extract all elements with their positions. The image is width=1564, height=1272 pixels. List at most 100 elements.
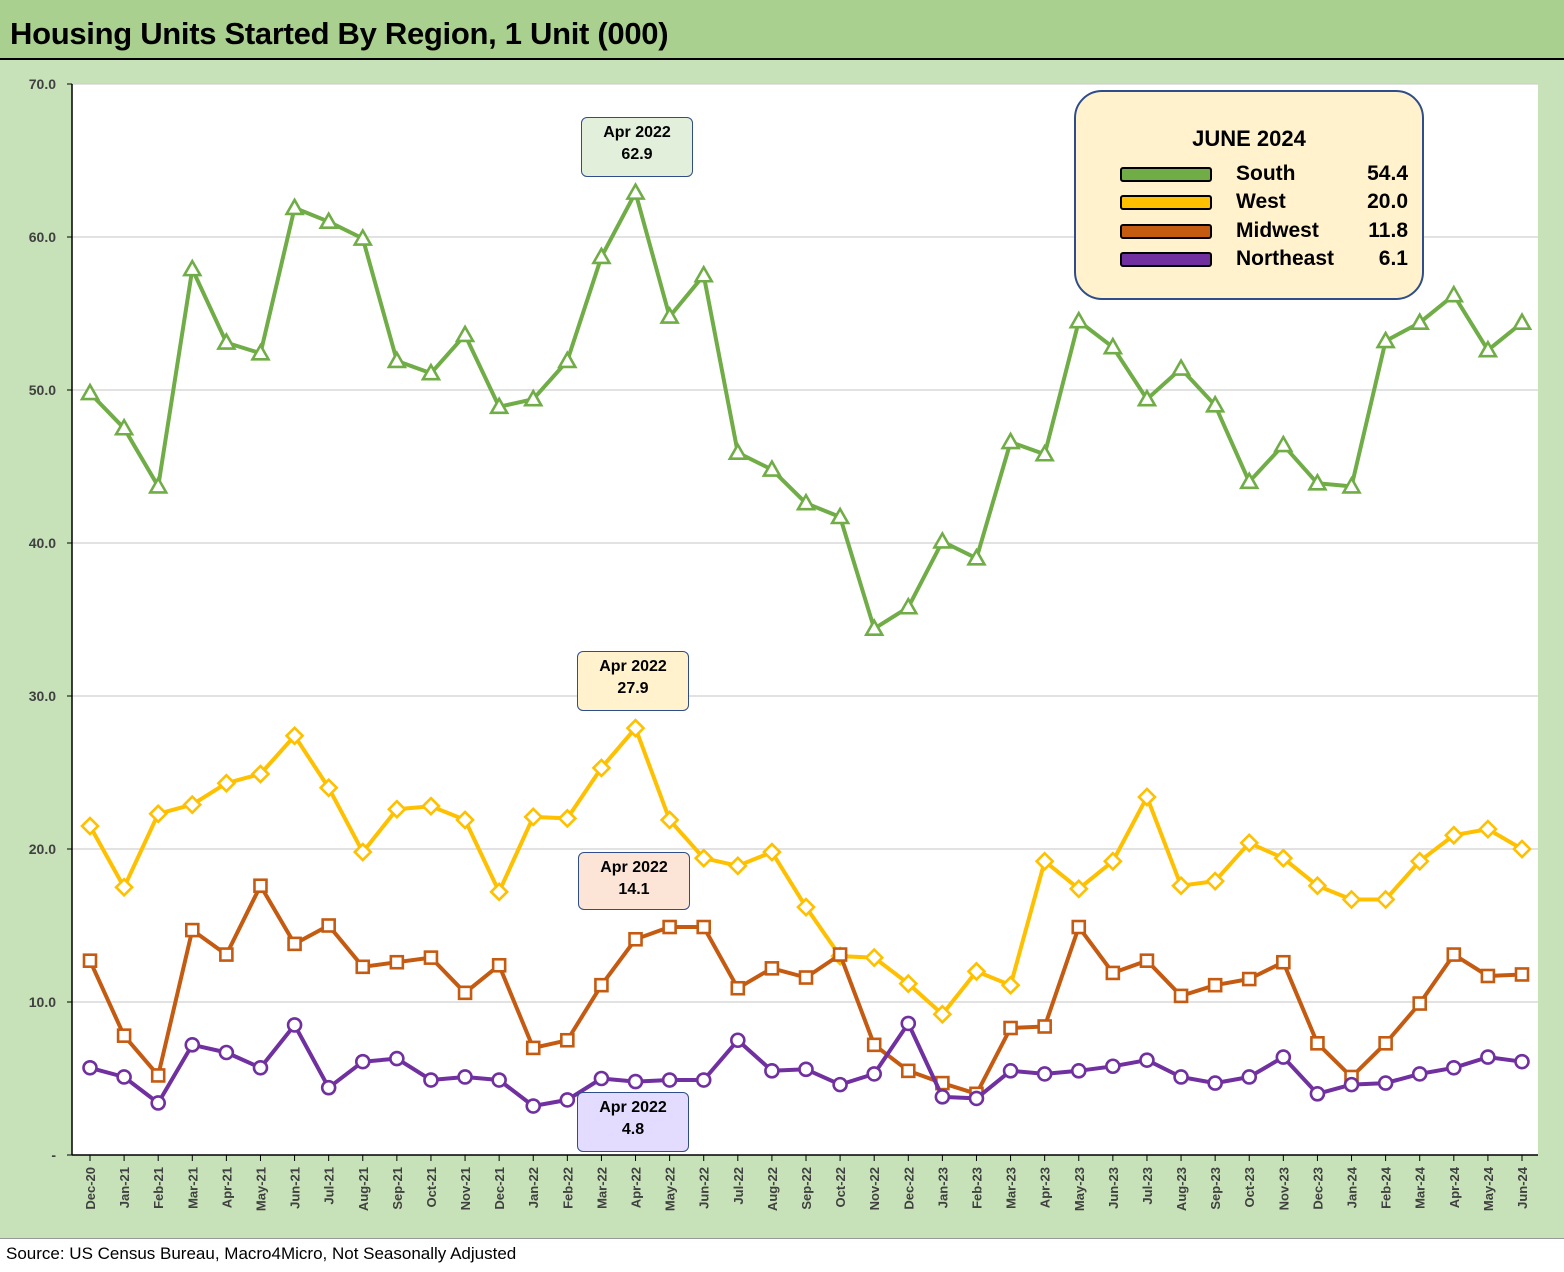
annotation-value: 4.8 <box>621 1121 645 1138</box>
x-tick-label: May-21 <box>253 1167 268 1211</box>
data-point-midwest <box>1276 954 1291 970</box>
data-point-west <box>421 796 441 816</box>
data-point-south <box>216 331 237 350</box>
annotation-date: Apr 2022 <box>599 658 667 675</box>
data-point-midwest <box>1105 965 1121 981</box>
data-point-northeast <box>116 1069 132 1085</box>
data-point-midwest <box>1514 967 1530 982</box>
data-point-west <box>387 799 407 820</box>
data-point-west <box>1171 875 1191 896</box>
data-point-northeast <box>286 1017 303 1033</box>
x-tick-label: Nov-23 <box>1276 1167 1291 1210</box>
x-tick-label: Jan-21 <box>117 1167 132 1208</box>
data-point-south <box>591 246 612 265</box>
data-point-west <box>352 842 373 862</box>
data-point-south <box>1477 339 1499 358</box>
x-tick-label: Apr-21 <box>219 1167 234 1208</box>
x-tick-label: Jan-24 <box>1345 1166 1360 1208</box>
data-point-northeast <box>1002 1063 1019 1079</box>
data-point-west <box>625 718 646 738</box>
data-point-midwest <box>184 922 200 938</box>
data-point-south <box>1170 357 1192 376</box>
data-point-south <box>795 492 817 511</box>
data-point-midwest <box>389 954 405 970</box>
data-point-south <box>693 264 714 283</box>
data-point-south <box>829 506 851 525</box>
data-point-west <box>1205 871 1225 891</box>
x-tick-label: Apr-24 <box>1447 1166 1462 1208</box>
data-point-midwest <box>1037 1019 1052 1034</box>
data-point-west <box>1000 975 1021 996</box>
x-tick-label: Dec-23 <box>1310 1167 1325 1210</box>
data-point-south <box>386 350 408 369</box>
data-point-west <box>1068 878 1089 899</box>
data-point-midwest <box>1003 1020 1018 1036</box>
data-point-midwest <box>1378 1036 1393 1051</box>
x-tick-label: Dec-21 <box>492 1167 507 1210</box>
y-tick-label: 70.0 <box>29 76 56 92</box>
data-point-west <box>284 725 305 746</box>
y-tick-label: 40.0 <box>29 535 56 551</box>
data-point-midwest <box>525 1040 541 1056</box>
data-point-west <box>659 810 680 830</box>
data-point-midwest <box>355 959 371 975</box>
data-point-northeast <box>900 1015 917 1032</box>
x-tick-label: May-24 <box>1481 1166 1496 1211</box>
data-point-south <box>1273 434 1294 453</box>
annotation-south-peak: Apr 2022 62.9 <box>581 117 693 177</box>
data-point-northeast <box>730 1032 746 1049</box>
legend-swatch <box>1120 167 1212 182</box>
data-point-northeast <box>389 1050 405 1067</box>
x-tick-label: Mar-23 <box>1004 1167 1019 1209</box>
x-tick-label: Nov-22 <box>867 1167 882 1210</box>
data-point-south <box>1409 312 1430 330</box>
x-tick-label: Aug-21 <box>356 1167 371 1211</box>
legend-value: 6.1 <box>1378 247 1408 270</box>
x-tick-label: Jul-23 <box>1140 1167 1155 1205</box>
x-tick-label: Jul-21 <box>322 1167 337 1205</box>
data-point-west <box>966 961 987 982</box>
x-tick-label: Jun-24 <box>1515 1166 1530 1209</box>
data-point-northeast <box>1309 1086 1326 1102</box>
data-point-south <box>932 530 953 549</box>
x-tick-label: Apr-22 <box>629 1167 644 1208</box>
data-point-south <box>250 342 271 361</box>
chart-title: Housing Units Started By Region, 1 Unit … <box>10 16 669 51</box>
data-point-south <box>420 362 442 381</box>
x-tick-label: Mar-24 <box>1413 1166 1428 1209</box>
data-point-south <box>659 305 680 324</box>
data-point-south <box>1511 312 1533 330</box>
data-point-west <box>523 807 544 827</box>
data-point-northeast <box>457 1069 473 1085</box>
x-tick-label: Oct-23 <box>1242 1167 1257 1207</box>
data-point-south <box>1068 310 1090 329</box>
data-point-northeast <box>252 1059 269 1076</box>
x-tick-label: Jan-23 <box>935 1167 950 1208</box>
data-point-midwest <box>1173 988 1189 1004</box>
data-point-northeast <box>525 1098 542 1114</box>
legend-item-midwest: Midwest 11.8 <box>1120 219 1408 247</box>
grid-lines <box>72 83 1538 1003</box>
x-tick-label: Aug-22 <box>765 1167 780 1211</box>
legend-swatch <box>1120 252 1212 267</box>
x-tick-label: Jan-22 <box>526 1167 541 1208</box>
data-point-south <box>625 182 646 200</box>
data-point-west <box>80 816 100 836</box>
data-point-south <box>1204 394 1226 413</box>
x-tick-label: Dec-22 <box>901 1167 916 1210</box>
x-tick-label: Feb-21 <box>151 1167 166 1209</box>
data-point-midwest <box>1139 953 1155 968</box>
data-point-south <box>352 227 374 246</box>
data-point-northeast <box>1105 1058 1121 1075</box>
data-point-midwest <box>764 961 780 976</box>
data-point-northeast <box>1070 1063 1087 1079</box>
data-point-northeast <box>764 1063 780 1079</box>
data-point-midwest <box>832 947 848 962</box>
annotation-west-peak: Apr 2022 27.9 <box>577 651 689 711</box>
data-point-west <box>864 947 885 968</box>
data-point-northeast <box>1207 1075 1223 1091</box>
data-point-west <box>250 764 271 784</box>
data-point-northeast <box>934 1089 951 1105</box>
legend-name: West <box>1236 190 1286 213</box>
data-point-west <box>1034 851 1055 872</box>
